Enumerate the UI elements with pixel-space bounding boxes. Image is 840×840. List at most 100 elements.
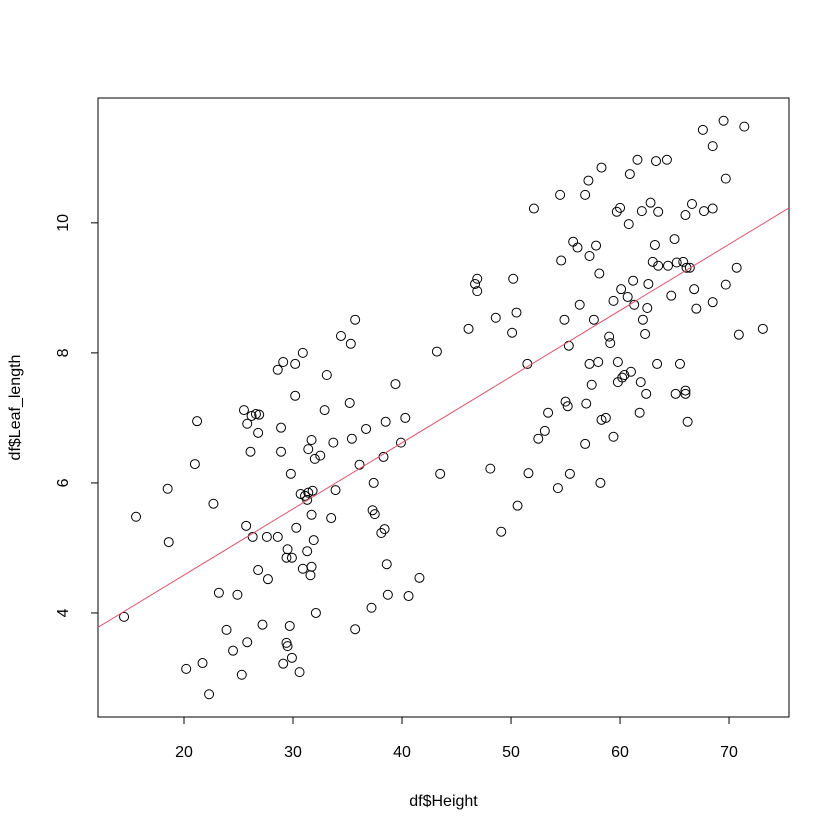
point bbox=[584, 358, 595, 369]
point bbox=[303, 444, 314, 455]
point bbox=[584, 251, 595, 262]
x-tick-label: 60 bbox=[611, 744, 629, 761]
point bbox=[588, 314, 599, 325]
point bbox=[669, 234, 680, 245]
point bbox=[366, 602, 377, 613]
point bbox=[253, 565, 264, 576]
point bbox=[395, 437, 406, 448]
point bbox=[282, 544, 293, 555]
point bbox=[368, 477, 379, 488]
point bbox=[619, 369, 630, 380]
point bbox=[291, 522, 302, 533]
point bbox=[328, 437, 339, 448]
point bbox=[247, 531, 258, 542]
point bbox=[731, 262, 742, 273]
point bbox=[381, 559, 392, 570]
point bbox=[698, 206, 709, 217]
point bbox=[472, 273, 483, 284]
point bbox=[720, 173, 731, 184]
point bbox=[624, 169, 635, 180]
point bbox=[232, 589, 243, 600]
point bbox=[250, 409, 261, 420]
point bbox=[297, 347, 308, 358]
point bbox=[346, 433, 357, 444]
point bbox=[600, 412, 611, 423]
point bbox=[645, 197, 656, 208]
point bbox=[586, 379, 597, 390]
point bbox=[281, 552, 292, 563]
point bbox=[241, 520, 252, 531]
point bbox=[580, 438, 591, 449]
point bbox=[528, 203, 539, 214]
point bbox=[552, 483, 563, 494]
point bbox=[608, 431, 619, 442]
point bbox=[563, 340, 574, 351]
point bbox=[718, 115, 729, 126]
x-tick-label: 30 bbox=[284, 744, 302, 761]
point bbox=[593, 356, 604, 367]
point bbox=[604, 331, 615, 342]
point bbox=[649, 239, 660, 250]
point bbox=[490, 312, 501, 323]
point bbox=[594, 268, 605, 279]
point bbox=[282, 641, 293, 652]
point bbox=[595, 477, 606, 488]
point bbox=[651, 156, 662, 167]
point bbox=[163, 537, 174, 548]
point bbox=[276, 446, 287, 457]
point bbox=[257, 619, 268, 630]
point bbox=[647, 256, 658, 267]
point bbox=[556, 255, 567, 266]
point bbox=[305, 570, 316, 581]
point bbox=[707, 297, 718, 308]
point bbox=[539, 425, 550, 436]
x-tick-label: 50 bbox=[502, 744, 520, 761]
point bbox=[344, 397, 355, 408]
point bbox=[228, 645, 239, 656]
point bbox=[285, 468, 296, 479]
point bbox=[295, 488, 306, 499]
point bbox=[208, 498, 219, 509]
point bbox=[242, 637, 253, 648]
point bbox=[642, 303, 653, 314]
point bbox=[757, 323, 768, 334]
point bbox=[286, 652, 297, 663]
point bbox=[572, 242, 583, 253]
point bbox=[382, 589, 393, 600]
point bbox=[543, 407, 554, 418]
point bbox=[691, 303, 702, 314]
point bbox=[678, 256, 689, 267]
point bbox=[632, 154, 643, 165]
point bbox=[680, 388, 691, 399]
point bbox=[596, 414, 607, 425]
point bbox=[197, 658, 208, 669]
x-tick-label: 20 bbox=[175, 744, 193, 761]
point bbox=[652, 358, 663, 369]
point bbox=[319, 405, 330, 416]
point bbox=[236, 669, 247, 680]
point bbox=[674, 358, 685, 369]
point bbox=[661, 154, 672, 165]
point bbox=[643, 278, 654, 289]
point bbox=[284, 620, 295, 631]
point bbox=[670, 388, 681, 399]
x-tick-label: 70 bbox=[720, 744, 738, 761]
point bbox=[640, 329, 651, 340]
point bbox=[470, 278, 481, 289]
point bbox=[315, 450, 326, 461]
point bbox=[564, 468, 575, 479]
point bbox=[278, 356, 289, 367]
point bbox=[574, 299, 585, 310]
point bbox=[739, 121, 750, 132]
point bbox=[684, 262, 695, 273]
point bbox=[286, 552, 297, 563]
point bbox=[560, 396, 571, 407]
point bbox=[581, 398, 592, 409]
x-axis-label: df$Height bbox=[409, 793, 478, 810]
point bbox=[403, 591, 414, 602]
point bbox=[485, 463, 496, 474]
y-tick-label: 8 bbox=[55, 348, 72, 357]
point bbox=[617, 372, 628, 383]
point bbox=[189, 459, 200, 470]
